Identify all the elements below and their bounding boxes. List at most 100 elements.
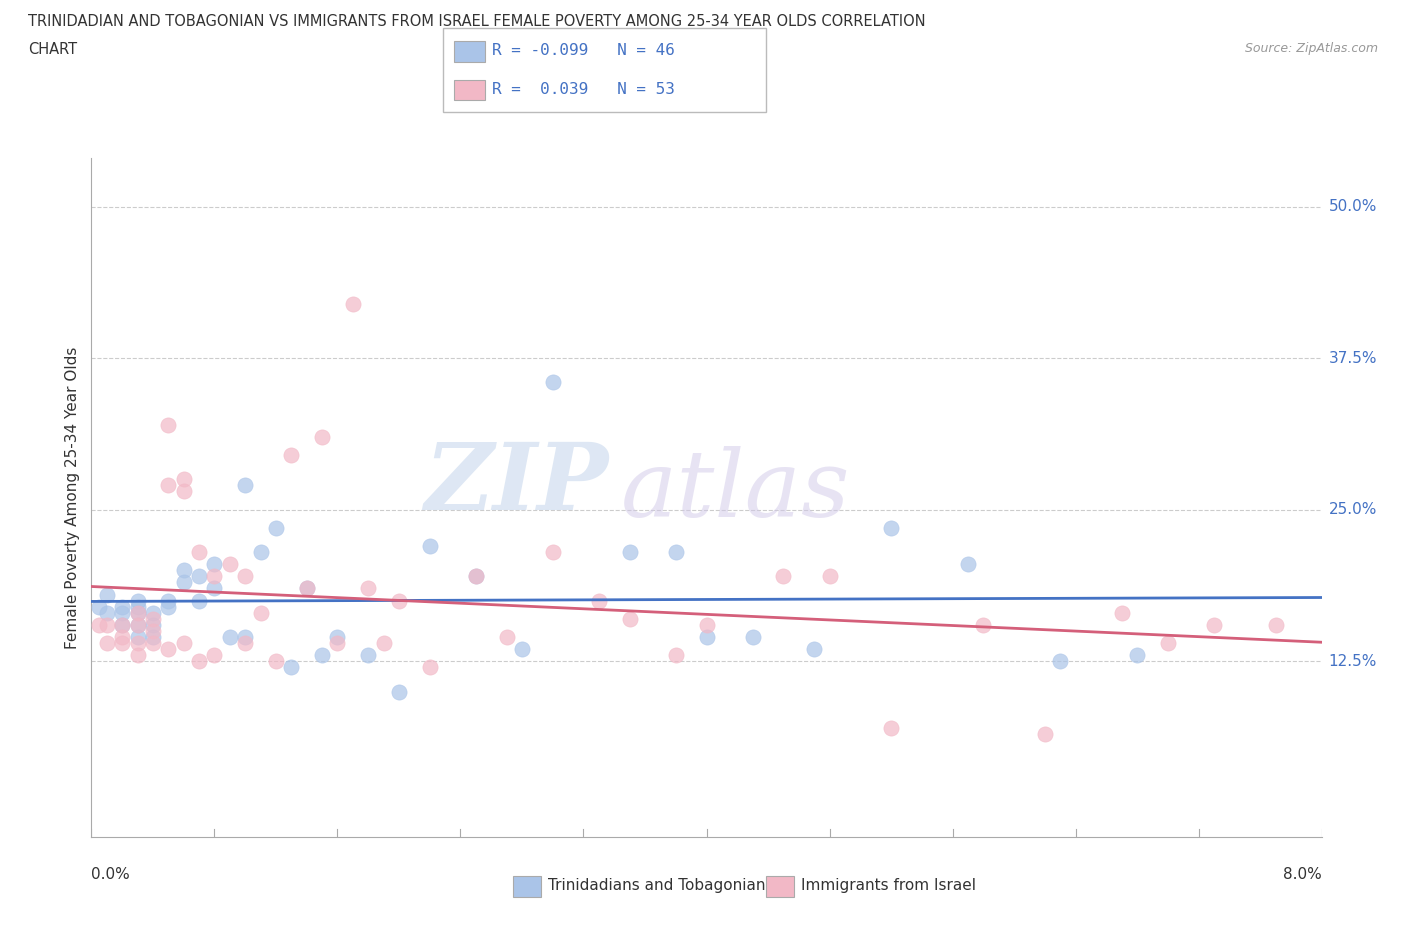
Point [695,618,717,632]
Point [342,296,364,311]
Point [142,630,165,644]
Text: 0.0%: 0.0% [91,867,131,882]
Text: atlas: atlas [620,445,849,536]
Point [96,618,118,632]
Text: CHART: CHART [28,42,77,57]
Y-axis label: Female Poverty Among 25-34 Year Olds: Female Poverty Among 25-34 Year Olds [65,346,80,649]
Point [173,563,195,578]
Point [202,581,225,596]
Point [127,593,149,608]
Point [233,478,256,493]
Text: Source: ZipAtlas.com: Source: ZipAtlas.com [1244,42,1378,55]
Point [202,557,225,572]
Point [249,545,271,560]
Point [96,605,118,620]
Text: R = -0.099   N = 46: R = -0.099 N = 46 [492,43,675,58]
Point [157,478,180,493]
Point [1264,618,1286,632]
Point [249,605,271,620]
Point [188,654,211,669]
Point [818,569,841,584]
Text: 37.5%: 37.5% [1329,351,1376,365]
Point [280,660,302,675]
Point [880,521,903,536]
Text: TRINIDADIAN AND TOBAGONIAN VS IMMIGRANTS FROM ISRAEL FEMALE POVERTY AMONG 25-34 : TRINIDADIAN AND TOBAGONIAN VS IMMIGRANTS… [28,14,925,29]
Point [218,557,240,572]
Point [202,569,225,584]
Point [619,545,641,560]
Point [311,647,333,662]
Point [388,684,411,699]
Point [1157,635,1180,650]
Point [1202,618,1225,632]
Point [96,587,118,602]
Point [388,593,411,608]
Point [111,630,134,644]
Point [619,611,641,626]
Point [87,599,110,614]
Point [157,418,180,432]
Point [357,581,380,596]
Point [280,447,302,462]
Text: 25.0%: 25.0% [1329,502,1376,517]
Text: Immigrants from Israel: Immigrants from Israel [801,878,976,893]
Text: R =  0.039   N = 53: R = 0.039 N = 53 [492,82,675,97]
Point [127,605,149,620]
Point [541,545,564,560]
Point [127,618,149,632]
Point [188,569,211,584]
Point [127,630,149,644]
Point [510,642,533,657]
Point [233,569,256,584]
Point [111,599,134,614]
Point [127,618,149,632]
Point [695,630,717,644]
Text: ZIP: ZIP [423,439,607,529]
Point [541,375,564,390]
Point [173,484,195,498]
Point [87,618,110,632]
Point [464,569,486,584]
Point [373,635,395,650]
Point [1049,654,1071,669]
Point [295,581,318,596]
Point [233,635,256,650]
Point [588,593,610,608]
Point [311,430,333,445]
Point [188,545,211,560]
Point [96,635,118,650]
Point [233,630,256,644]
Point [127,605,149,620]
Point [142,635,165,650]
Point [803,642,825,657]
Text: Trinidadians and Tobagonians: Trinidadians and Tobagonians [548,878,773,893]
Point [142,618,165,632]
Point [111,618,134,632]
Point [202,647,225,662]
Point [1126,647,1149,662]
Point [880,721,903,736]
Point [1111,605,1133,620]
Point [173,472,195,486]
Text: 8.0%: 8.0% [1282,867,1322,882]
Point [741,630,763,644]
Point [157,642,180,657]
Point [142,605,165,620]
Point [665,647,688,662]
Point [772,569,794,584]
Text: 12.5%: 12.5% [1329,654,1376,669]
Point [972,618,994,632]
Point [111,635,134,650]
Point [464,569,486,584]
Point [326,630,349,644]
Point [142,611,165,626]
Point [173,635,195,650]
Point [495,630,517,644]
Point [157,593,180,608]
Point [264,654,287,669]
Point [264,521,287,536]
Point [111,605,134,620]
Point [295,581,318,596]
Point [419,660,441,675]
Point [419,538,441,553]
